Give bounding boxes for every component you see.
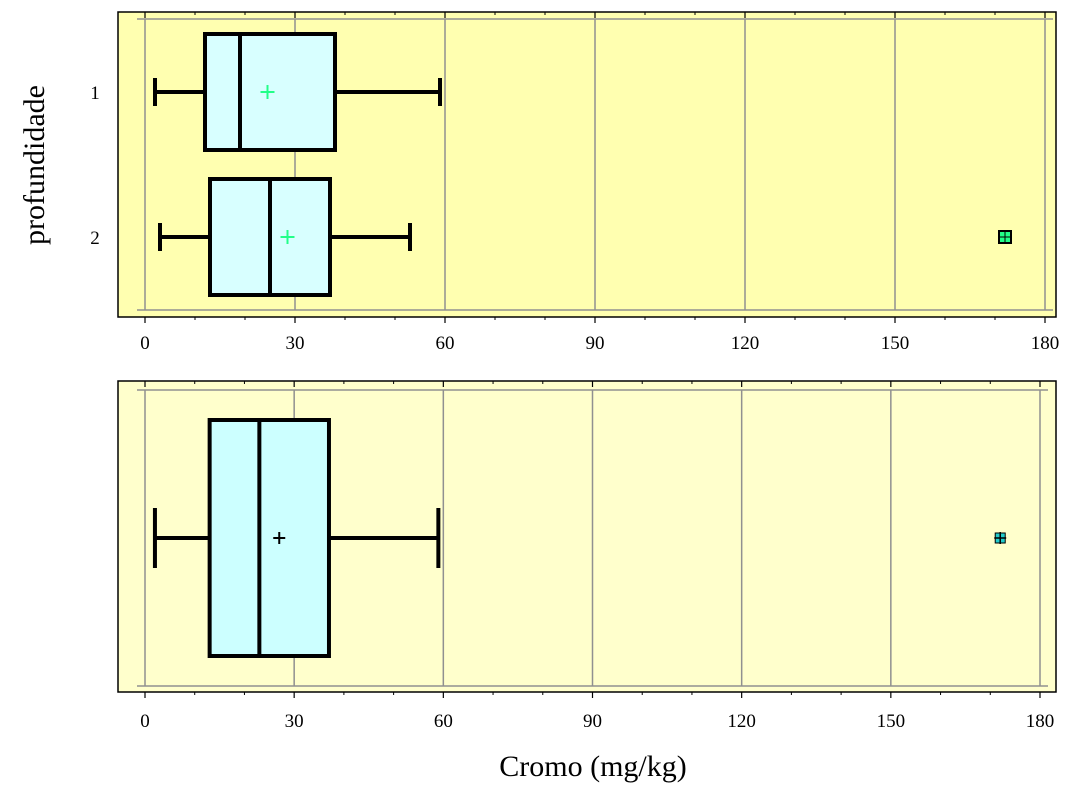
top-x-axis: 0 30 60 90 120 150 180 xyxy=(140,12,1059,354)
tick-label: 30 xyxy=(286,333,305,354)
tick-label: 60 xyxy=(436,333,455,354)
bottom-boxes xyxy=(152,418,1007,658)
category-label: 2 xyxy=(90,228,100,249)
tick-label: 90 xyxy=(586,333,605,354)
tick-label: 120 xyxy=(727,711,756,732)
tick-label: 180 xyxy=(1026,711,1055,732)
tick-label: 180 xyxy=(1031,333,1060,354)
tick-label: 30 xyxy=(285,711,304,732)
tick-label: 0 xyxy=(140,333,150,354)
x-axis-title: Cromo (mg/kg) xyxy=(499,750,687,783)
tick-label: 150 xyxy=(877,711,906,732)
bottom-x-axis: 0 30 60 90 120 150 180 xyxy=(140,381,1054,732)
tick-label: 150 xyxy=(881,333,910,354)
tick-label: 90 xyxy=(583,711,602,732)
y-axis-title: profundidade xyxy=(18,85,51,245)
top-boxes: 12 xyxy=(90,32,1012,297)
category-label: 1 xyxy=(90,83,100,104)
tick-label: 120 xyxy=(731,333,760,354)
top-panel: 0 30 60 90 120 150 180 12 profundidade xyxy=(18,11,1059,354)
bottom-panel: 0 30 60 90 120 150 180 Cromo (mg/kg) xyxy=(117,380,1057,783)
iqr-box xyxy=(207,418,331,658)
iqr-box xyxy=(203,32,337,152)
tick-label: 60 xyxy=(434,711,453,732)
tick-label: 0 xyxy=(140,711,150,732)
